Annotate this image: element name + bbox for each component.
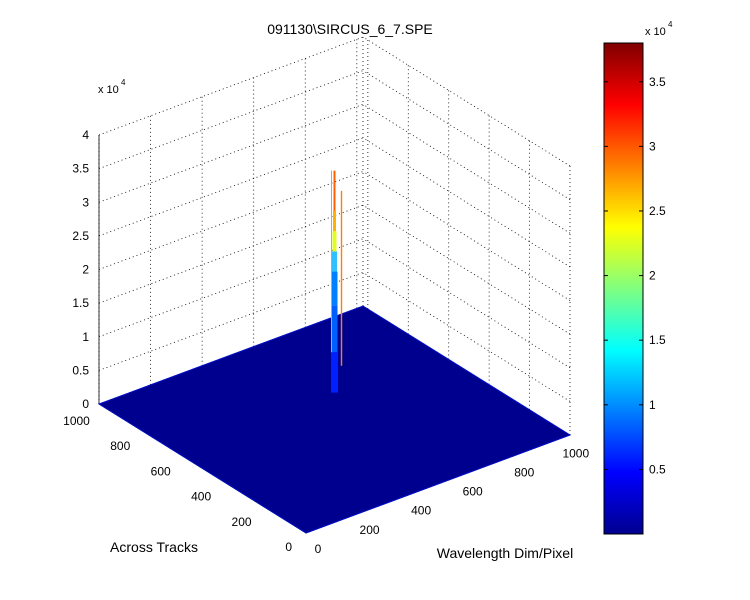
grid-line — [362, 272, 571, 402]
colorbar-ticks: 0.5 1 1.5 2 2.5 3 3.5 — [604, 75, 666, 476]
grid-line — [98, 171, 364, 270]
colorbar-tick-label: 2 — [649, 269, 656, 283]
grid-line — [362, 103, 571, 234]
surface-peak — [331, 271, 338, 306]
z-tick-label: 2.5 — [72, 229, 89, 243]
grid-line — [98, 137, 364, 237]
y-tick-label: 200 — [232, 515, 252, 529]
z-tick-label: 4 — [82, 128, 89, 142]
surface-peak — [332, 231, 337, 252]
x-tick-label: 0 — [315, 542, 322, 556]
grid-line — [98, 36, 364, 136]
x-tick-label: 200 — [360, 523, 380, 537]
z-tick-label: 2 — [82, 263, 89, 277]
chart-title: 091130\SIRCUS_6_7.SPE — [267, 21, 433, 37]
colorbar-tick-label: 3.5 — [649, 75, 666, 89]
y-tick-label: 800 — [110, 439, 130, 453]
colorbar: 0.5 1 1.5 2 2.5 3 3.5 x 10 4 — [603, 20, 673, 535]
y-tick-label: 0 — [285, 540, 292, 554]
z-tick-label: 1.5 — [72, 296, 89, 310]
grid-line — [362, 238, 571, 369]
z-exponent-prefix: x 10 — [98, 84, 119, 96]
surface-peak — [333, 170, 336, 212]
colorbar-tick-label: 1.5 — [649, 333, 666, 347]
axes-3d: 0 200 400 600 800 1000 0 200 400 600 800 1000 0 0.5 1 1… — [63, 36, 589, 556]
grid-line — [362, 36, 571, 167]
grid-line — [98, 272, 364, 371]
grid-line — [362, 171, 571, 301]
colorbar-tick-label: 0.5 — [649, 462, 666, 476]
grid-line — [362, 137, 571, 268]
x-axis-label: Wavelength Dim/Pixel — [437, 545, 573, 561]
x-tick-label: 600 — [463, 485, 483, 499]
grid-line — [362, 204, 571, 335]
x-tick-label: 400 — [411, 504, 431, 518]
y-axis-label: Across Tracks — [110, 539, 198, 555]
x-tick-label: 1000 — [562, 446, 589, 460]
y-tick-label: 400 — [191, 490, 211, 504]
colorbar-tick-label: 2.5 — [649, 204, 666, 218]
surface-peak — [331, 305, 338, 353]
grid-line — [98, 238, 364, 338]
grid-line — [98, 70, 364, 169]
y-tick-label: 600 — [151, 464, 171, 478]
z-tick-label: 3 — [82, 195, 89, 209]
colorbar-gradient — [603, 42, 644, 535]
z-tick-label: 3.5 — [72, 162, 89, 176]
grid-line — [98, 204, 364, 304]
grid-line — [98, 103, 364, 203]
surface-peak — [332, 392, 337, 420]
surface-peak — [333, 211, 336, 232]
y-tick-label: 1000 — [63, 414, 90, 428]
colorbar-tick-label: 1 — [649, 398, 656, 412]
colorbar-tick-label: 3 — [649, 139, 656, 153]
z-tick-label: 0.5 — [72, 363, 89, 377]
colorbar-exponent-power: 4 — [668, 20, 673, 29]
grid-line — [362, 70, 571, 200]
z-exponent-power: 4 — [121, 78, 126, 87]
surface-peak — [332, 251, 337, 272]
z-tick-label: 1 — [82, 330, 89, 344]
z-tick-label: 0 — [82, 397, 89, 411]
colorbar-exponent-prefix: x 10 — [645, 26, 666, 38]
z-exponent: x 10 4 — [98, 78, 126, 96]
x-tick-label: 800 — [514, 465, 534, 479]
surface-peak — [331, 352, 338, 393]
